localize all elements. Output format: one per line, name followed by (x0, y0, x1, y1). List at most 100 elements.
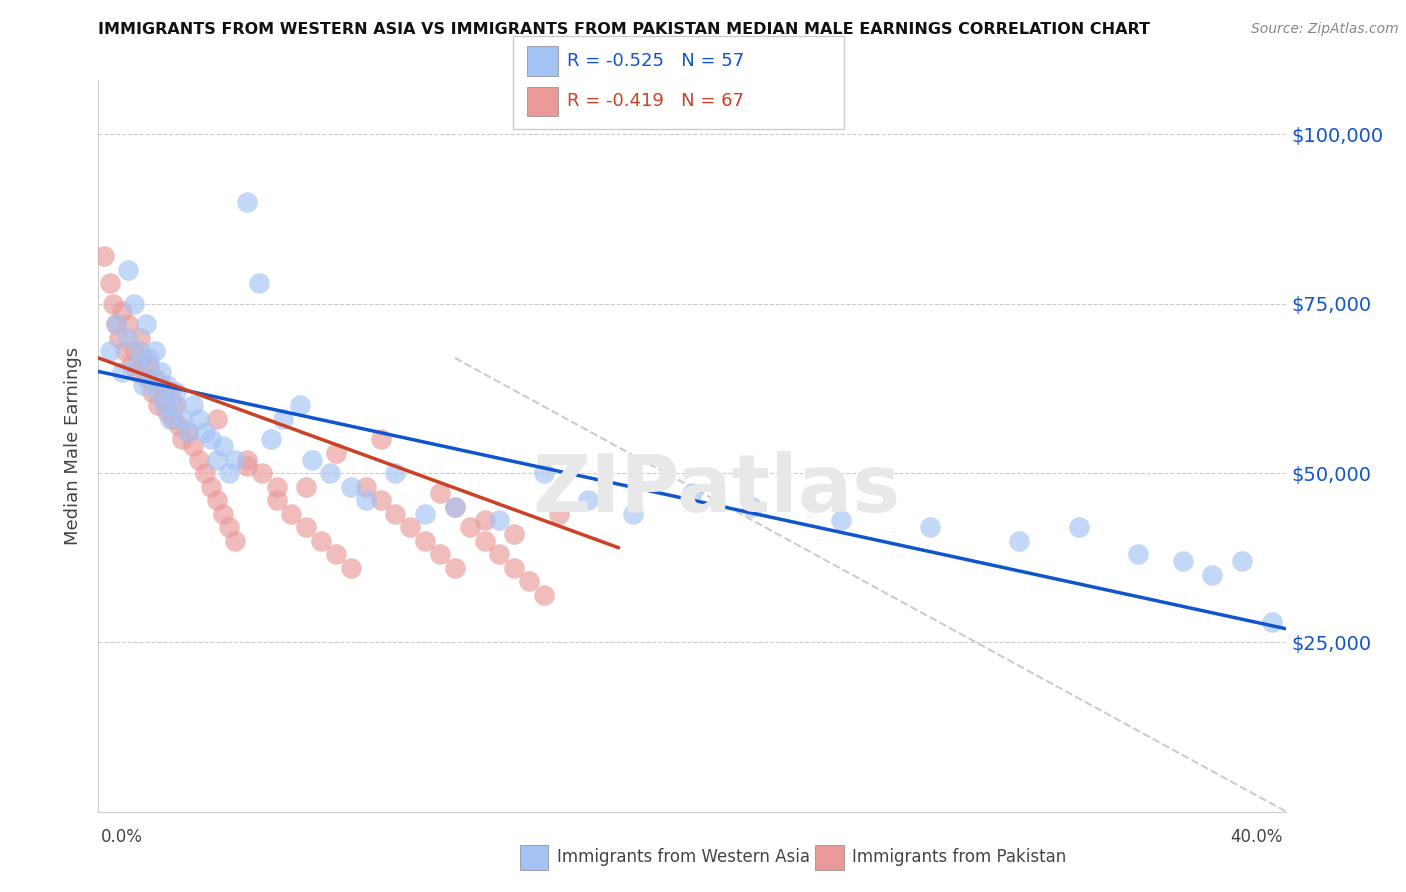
Point (443, 500, 465, 514)
Point (207, 452, 229, 467)
Point (200, 432, 222, 446)
Point (165, 384, 187, 399)
Point (117, 263, 139, 277)
Point (547, 507, 569, 521)
Point (325, 547, 347, 561)
Point (149, 378, 172, 392)
Point (266, 480, 288, 494)
Point (301, 452, 323, 467)
Point (159, 384, 181, 399)
Point (503, 527, 526, 541)
Point (260, 432, 283, 446)
Point (250, 466, 273, 480)
Point (156, 405, 179, 419)
Point (384, 507, 406, 521)
Point (152, 398, 174, 412)
Point (103, 297, 125, 311)
Point (474, 533, 496, 548)
Point (135, 317, 157, 331)
Point (120, 358, 142, 372)
Point (1230, 554, 1253, 568)
Text: R = -0.419   N = 67: R = -0.419 N = 67 (567, 92, 744, 110)
Point (1201, 567, 1223, 582)
Point (413, 507, 436, 521)
Point (429, 547, 451, 561)
Point (340, 561, 363, 575)
Point (218, 520, 240, 534)
Point (183, 439, 205, 453)
Point (114, 344, 136, 359)
Point (188, 412, 211, 426)
Point (354, 480, 377, 494)
Point (1260, 615, 1282, 629)
Text: ZIPatlas: ZIPatlas (531, 450, 900, 529)
Point (122, 344, 145, 359)
Point (503, 561, 526, 575)
Point (129, 331, 152, 345)
Point (621, 507, 644, 521)
Point (125, 358, 148, 372)
Point (111, 364, 134, 378)
Point (212, 439, 235, 453)
Point (443, 561, 465, 575)
Point (429, 486, 451, 500)
Point (108, 331, 131, 345)
Text: Source: ZipAtlas.com: Source: ZipAtlas.com (1251, 22, 1399, 37)
Point (98, 277, 121, 291)
Point (236, 195, 259, 210)
Point (1126, 547, 1149, 561)
Point (443, 500, 465, 514)
Point (111, 303, 134, 318)
Point (295, 480, 318, 494)
Point (236, 459, 259, 474)
Point (207, 493, 229, 508)
Point (188, 452, 211, 467)
Point (194, 466, 217, 480)
Point (143, 371, 166, 385)
Point (682, 486, 704, 500)
Point (340, 480, 363, 494)
Point (162, 398, 184, 412)
Point (247, 277, 270, 291)
Point (370, 432, 392, 446)
Point (165, 398, 187, 412)
Point (271, 412, 294, 426)
Point (224, 533, 246, 548)
Point (280, 507, 302, 521)
Point (533, 588, 555, 602)
Point (176, 425, 198, 440)
Point (207, 412, 229, 426)
Point (920, 520, 942, 534)
Point (149, 364, 172, 378)
Point (125, 364, 148, 378)
Point (1171, 554, 1194, 568)
Point (117, 331, 139, 345)
Point (830, 514, 852, 528)
Point (309, 533, 332, 548)
Point (354, 493, 377, 508)
Point (143, 344, 166, 359)
Point (474, 514, 496, 528)
Point (236, 452, 259, 467)
Point (176, 425, 198, 440)
Y-axis label: Median Male Earnings: Median Male Earnings (65, 347, 83, 545)
Point (135, 371, 157, 385)
Point (224, 452, 246, 467)
Point (325, 446, 347, 460)
Text: IMMIGRANTS FROM WESTERN ASIA VS IMMIGRANTS FROM PAKISTAN MEDIAN MALE EARNINGS CO: IMMIGRANTS FROM WESTERN ASIA VS IMMIGRAN… (98, 22, 1150, 37)
Point (167, 418, 190, 433)
Point (146, 398, 169, 412)
Point (141, 371, 163, 385)
Point (200, 480, 222, 494)
Point (132, 351, 155, 365)
Point (138, 351, 160, 365)
Point (218, 466, 240, 480)
Point (370, 493, 392, 508)
Point (741, 500, 763, 514)
Point (183, 398, 205, 412)
Point (122, 297, 145, 311)
Point (488, 547, 510, 561)
Point (98, 344, 121, 359)
Point (132, 378, 155, 392)
Text: 40.0%: 40.0% (1230, 828, 1282, 846)
